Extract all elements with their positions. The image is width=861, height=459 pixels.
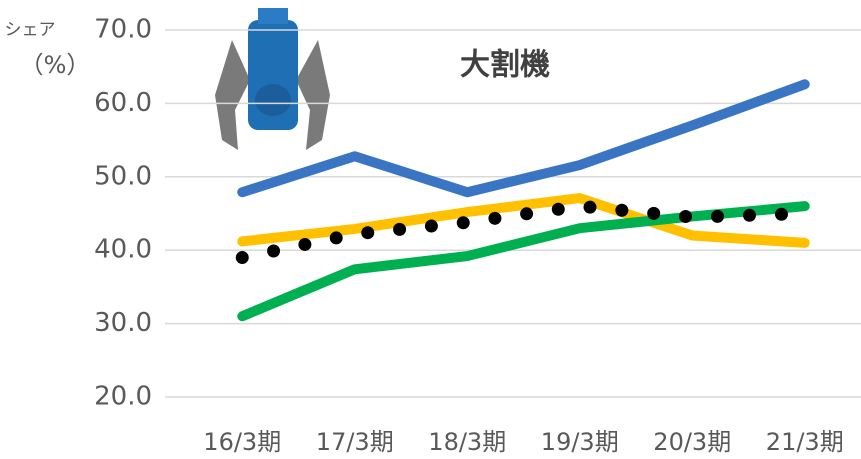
y-tick-label: 20.0 [94, 382, 152, 412]
x-tick-label: 21/3期 [766, 428, 844, 456]
y-axis-label: シェア [5, 20, 56, 40]
line [237, 193, 810, 248]
chart-title: 大割機 [460, 48, 550, 83]
line [237, 79, 810, 198]
x-tick-label: 16/3期 [203, 428, 281, 456]
dotted-line [235, 199, 812, 265]
x-tick-label: 20/3期 [653, 428, 731, 456]
x-tick-label: 19/3期 [541, 428, 619, 456]
x-tick-label: 18/3期 [428, 428, 506, 456]
y-tick-label: 50.0 [94, 161, 152, 191]
y-tick-label: 30.0 [94, 308, 152, 338]
crusher-icon [215, 8, 330, 150]
line [237, 201, 810, 322]
y-tick-label: 70.0 [94, 15, 152, 45]
y-axis-label: （%） [20, 51, 91, 79]
x-tick-label: 17/3期 [316, 428, 394, 456]
y-tick-label: 60.0 [94, 88, 152, 118]
y-tick-label: 40.0 [94, 235, 152, 265]
